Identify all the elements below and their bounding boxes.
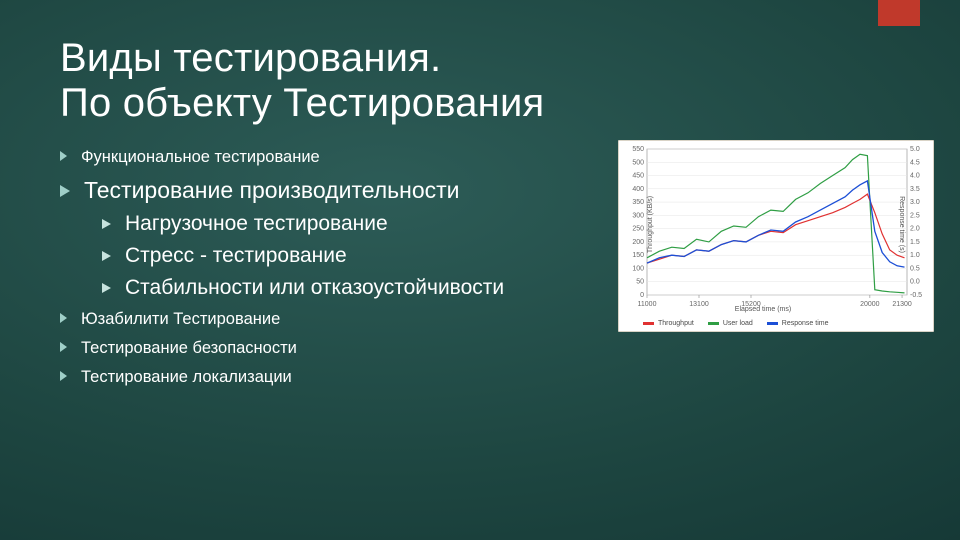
legend-swatch-icon	[767, 322, 778, 325]
svg-text:5.0: 5.0	[910, 146, 920, 153]
list-item: Тестирование безопасности	[60, 339, 900, 358]
performance-chart: 0 50 100 150 200 250 300 350 400 450 500 550 -0.5 0.0…	[618, 140, 934, 332]
list-item-label: Тестирование производительности	[84, 177, 460, 203]
list-item-label: Стресс - тестирование	[125, 244, 347, 267]
svg-text:500: 500	[632, 159, 644, 166]
triangle-bullet-icon	[60, 342, 67, 352]
legend-label: Throughput	[658, 320, 694, 327]
triangle-bullet-icon	[102, 283, 111, 293]
legend-item: Response time	[767, 320, 829, 327]
list-item: Тестирование локализации	[60, 368, 900, 387]
legend-label: User load	[723, 320, 753, 327]
chart-ylabel-right: Response time (s)	[898, 196, 905, 253]
list-item-label: Юзабилити Тестирование	[81, 310, 280, 328]
svg-text:3.0: 3.0	[910, 199, 920, 206]
list-item-label: Нагрузочное тестирование	[125, 212, 388, 235]
triangle-bullet-icon	[60, 151, 67, 161]
legend-swatch-icon	[708, 322, 719, 325]
svg-text:0.5: 0.5	[910, 265, 920, 272]
svg-text:1.0: 1.0	[910, 252, 920, 259]
svg-text:-0.5: -0.5	[910, 292, 922, 299]
legend-item: Throughput	[643, 320, 694, 327]
legend-swatch-icon	[643, 322, 654, 325]
triangle-bullet-icon	[102, 219, 111, 229]
chart-svg: 0 50 100 150 200 250 300 350 400 450 500 550 -0.5 0.0…	[619, 141, 935, 333]
svg-text:4.0: 4.0	[910, 173, 920, 180]
title-line-1: Виды тестирования.	[60, 36, 441, 80]
svg-text:50: 50	[636, 279, 644, 286]
svg-text:2.0: 2.0	[910, 226, 920, 233]
list-item-label: Тестирование безопасности	[81, 339, 297, 357]
svg-text:150: 150	[632, 252, 644, 259]
triangle-bullet-icon	[60, 313, 67, 323]
list-item-label: Функциональное тестирование	[81, 148, 320, 166]
svg-text:550: 550	[632, 146, 644, 153]
list-item-label: Стабильности или отказоустойчивости	[125, 276, 504, 299]
slide: Виды тестирования. По объекту Тестирован…	[0, 0, 960, 540]
svg-text:0: 0	[640, 292, 644, 299]
svg-text:2.5: 2.5	[910, 212, 920, 219]
svg-text:450: 450	[632, 173, 644, 180]
chart-legend: Throughput User load Response time	[643, 320, 903, 327]
svg-text:3.5: 3.5	[910, 186, 920, 193]
svg-text:200: 200	[632, 239, 644, 246]
svg-text:100: 100	[632, 265, 644, 272]
svg-text:0.0: 0.0	[910, 279, 920, 286]
triangle-bullet-icon	[102, 251, 111, 261]
triangle-bullet-icon	[60, 185, 70, 197]
svg-text:350: 350	[632, 199, 644, 206]
triangle-bullet-icon	[60, 371, 67, 381]
svg-text:1.5: 1.5	[910, 239, 920, 246]
list-item-label: Тестирование локализации	[81, 368, 292, 386]
legend-label: Response time	[782, 320, 829, 327]
title-line-2: По объекту Тестирования	[60, 81, 544, 125]
svg-text:400: 400	[632, 186, 644, 193]
svg-text:4.5: 4.5	[910, 159, 920, 166]
legend-item: User load	[708, 320, 753, 327]
chart-xlabel: Elapsed time (ms)	[619, 306, 907, 313]
svg-text:300: 300	[632, 212, 644, 219]
chart-ylabel-left: Throughput (KB/s)	[647, 196, 654, 253]
svg-text:250: 250	[632, 226, 644, 233]
page-title: Виды тестирования. По объекту Тестирован…	[60, 36, 900, 126]
